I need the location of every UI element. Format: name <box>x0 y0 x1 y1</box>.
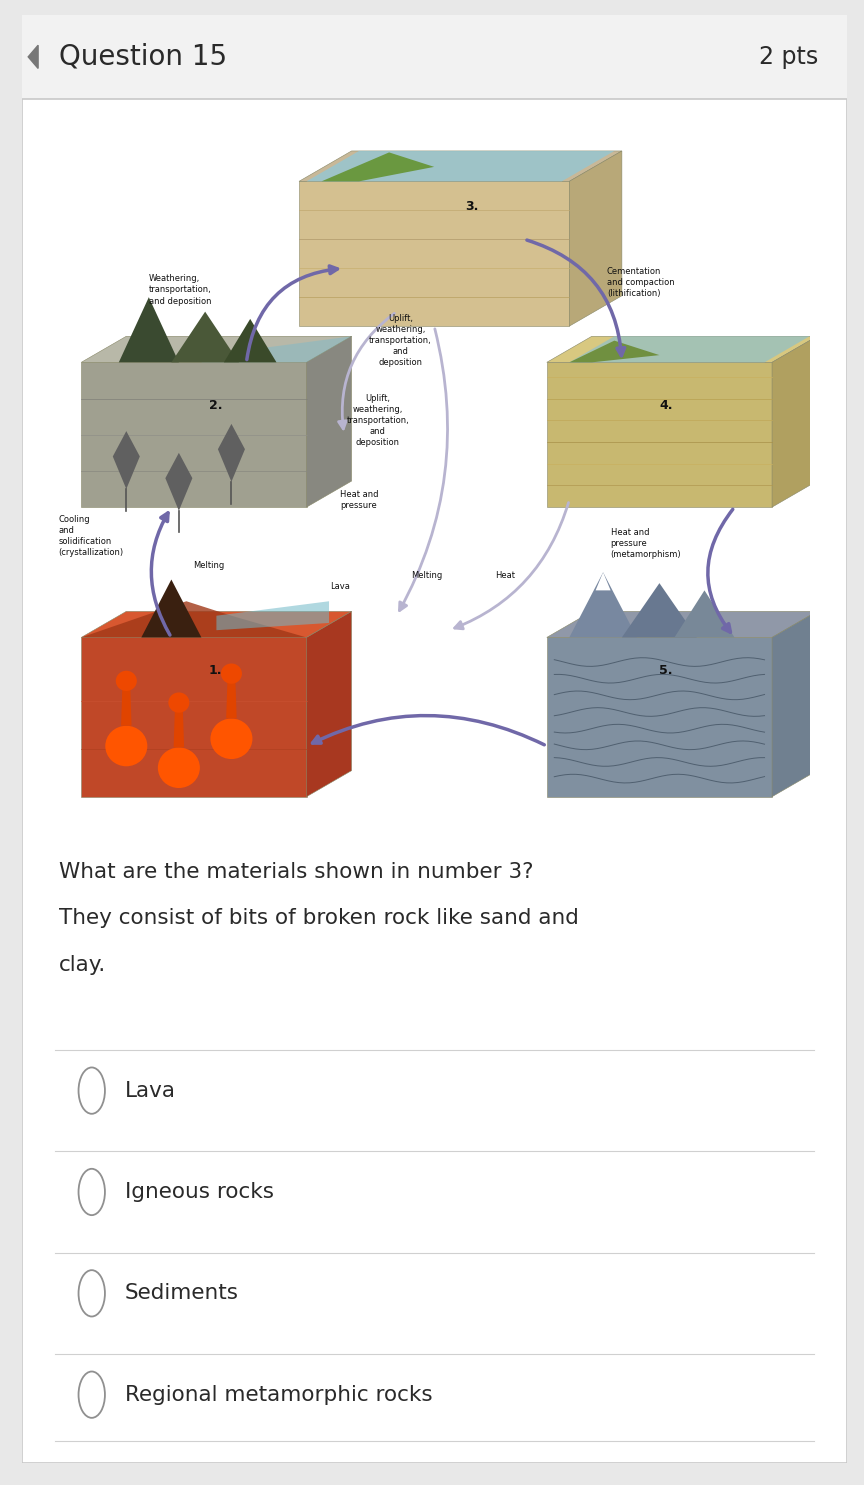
Polygon shape <box>569 336 810 362</box>
Text: Question 15: Question 15 <box>59 43 227 71</box>
Polygon shape <box>224 319 276 362</box>
Circle shape <box>221 664 242 683</box>
Polygon shape <box>113 431 140 489</box>
Polygon shape <box>772 612 817 796</box>
FancyBboxPatch shape <box>22 15 847 99</box>
Polygon shape <box>547 362 772 508</box>
Polygon shape <box>174 702 184 747</box>
Text: Melting: Melting <box>194 560 225 570</box>
Text: Heat and
pressure: Heat and pressure <box>340 490 378 509</box>
Text: Igneous rocks: Igneous rocks <box>124 1182 274 1201</box>
Text: clay.: clay. <box>59 955 106 974</box>
Text: 2 pts: 2 pts <box>759 45 818 68</box>
Polygon shape <box>81 612 352 637</box>
Text: 1.: 1. <box>209 664 222 677</box>
Polygon shape <box>121 680 131 726</box>
Polygon shape <box>307 612 352 796</box>
Polygon shape <box>226 674 237 719</box>
Polygon shape <box>299 151 622 181</box>
Polygon shape <box>547 612 817 637</box>
Polygon shape <box>307 336 352 508</box>
Circle shape <box>168 692 189 713</box>
Circle shape <box>211 719 252 759</box>
Text: 2.: 2. <box>209 399 222 413</box>
Text: Uplift,
weathering,
transportation,
and
deposition: Uplift, weathering, transportation, and … <box>369 313 432 367</box>
Polygon shape <box>547 336 817 362</box>
Polygon shape <box>299 181 569 327</box>
Polygon shape <box>595 572 611 591</box>
Polygon shape <box>29 45 38 68</box>
Polygon shape <box>81 601 307 637</box>
Polygon shape <box>569 151 622 327</box>
Text: Heat and
pressure
(metamorphism): Heat and pressure (metamorphism) <box>611 527 681 558</box>
Circle shape <box>105 726 148 766</box>
Text: They consist of bits of broken rock like sand and: They consist of bits of broken rock like… <box>59 909 579 928</box>
Text: Lava: Lava <box>124 1081 175 1100</box>
Polygon shape <box>81 637 307 796</box>
Text: 5.: 5. <box>659 664 673 677</box>
Polygon shape <box>307 151 614 181</box>
Polygon shape <box>675 591 734 637</box>
Polygon shape <box>142 579 201 637</box>
Polygon shape <box>321 153 434 181</box>
Text: 4.: 4. <box>659 399 673 413</box>
Polygon shape <box>569 340 659 362</box>
Text: Melting: Melting <box>411 572 442 581</box>
Text: Heat: Heat <box>495 572 516 581</box>
Text: Lava: Lava <box>330 582 350 591</box>
Text: Regional metamorphic rocks: Regional metamorphic rocks <box>124 1384 432 1405</box>
Polygon shape <box>622 584 697 637</box>
FancyBboxPatch shape <box>22 15 847 1463</box>
Polygon shape <box>201 336 352 362</box>
Polygon shape <box>569 572 637 637</box>
Circle shape <box>158 747 200 789</box>
Polygon shape <box>218 423 245 481</box>
Text: 3.: 3. <box>465 200 479 214</box>
Text: What are the materials shown in number 3?: What are the materials shown in number 3… <box>59 861 533 882</box>
Polygon shape <box>547 637 772 796</box>
Polygon shape <box>772 336 817 508</box>
Circle shape <box>116 671 137 691</box>
Text: Weathering,
transportation,
and deposition: Weathering, transportation, and depositi… <box>149 275 212 306</box>
Text: Cooling
and
solidification
(crystallization): Cooling and solidification (crystallizat… <box>59 515 124 557</box>
Polygon shape <box>171 312 239 362</box>
Text: Sediments: Sediments <box>124 1283 238 1304</box>
Polygon shape <box>81 362 307 508</box>
Text: Cementation
and compaction
(lithification): Cementation and compaction (lithificatio… <box>607 267 675 298</box>
Polygon shape <box>165 453 193 511</box>
Polygon shape <box>118 297 179 362</box>
Polygon shape <box>216 601 329 630</box>
Text: Uplift,
weathering,
transportation,
and
deposition: Uplift, weathering, transportation, and … <box>346 394 410 447</box>
Polygon shape <box>81 336 352 362</box>
